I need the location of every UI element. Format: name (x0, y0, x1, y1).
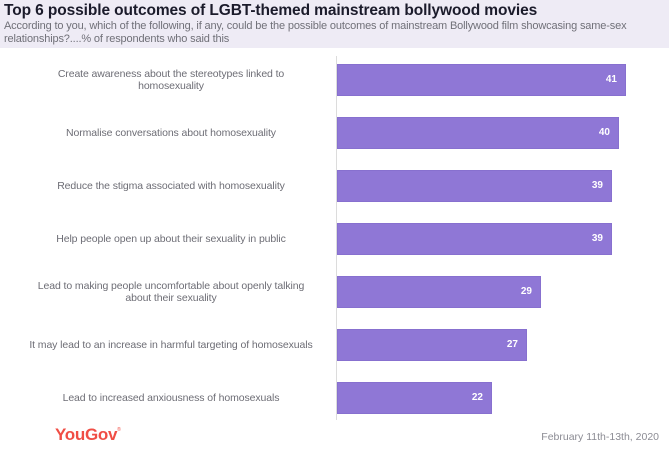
bar: 27 (337, 329, 527, 361)
bar-row: It may lead to an increase in harmful ta… (0, 329, 669, 361)
bar-value-label: 39 (591, 233, 603, 244)
category-label: Create awareness about the stereotypes l… (57, 67, 285, 93)
bar: 41 (337, 64, 626, 96)
bar-row: Lead to increased anxiousness of homosex… (0, 382, 669, 414)
category-label: Lead to making people uncomfortable abou… (37, 279, 305, 305)
y-axis-line (336, 56, 337, 420)
chart-header: Top 6 possible outcomes of LGBT-themed m… (0, 0, 669, 48)
bar-row: Lead to making people uncomfortable abou… (0, 276, 669, 308)
category-label: Normalise conversations about homosexual… (66, 126, 276, 139)
bar: 22 (337, 382, 492, 414)
category-label: It may lead to an increase in harmful ta… (29, 338, 313, 351)
bar: 39 (337, 170, 612, 202)
bar-value-label: 29 (520, 286, 532, 297)
bar-value-label: 22 (471, 392, 483, 403)
bar-value-label: 41 (605, 74, 617, 85)
registered-mark-icon: ® (117, 427, 121, 433)
bar-value-label: 27 (506, 339, 518, 350)
bar-row: Help people open up about their sexualit… (0, 223, 669, 255)
bar-row: Normalise conversations about homosexual… (0, 117, 669, 149)
category-label: Help people open up about their sexualit… (56, 232, 286, 245)
bar-row: Reduce the stigma associated with homose… (0, 170, 669, 202)
bar-value-label: 39 (591, 180, 603, 191)
bar-value-label: 40 (598, 127, 610, 138)
survey-date: February 11th-13th, 2020 (541, 431, 659, 443)
bar-row: Create awareness about the stereotypes l… (0, 64, 669, 96)
chart-title: Top 6 possible outcomes of LGBT-themed m… (4, 2, 538, 19)
yougov-logo: YouGov® (55, 425, 121, 444)
chart-subtitle: According to you, which of the following… (4, 20, 627, 45)
category-label: Lead to increased anxiousness of homosex… (62, 391, 280, 404)
bar: 40 (337, 117, 619, 149)
bar: 29 (337, 276, 541, 308)
category-label: Reduce the stigma associated with homose… (57, 179, 285, 192)
bar: 39 (337, 223, 612, 255)
